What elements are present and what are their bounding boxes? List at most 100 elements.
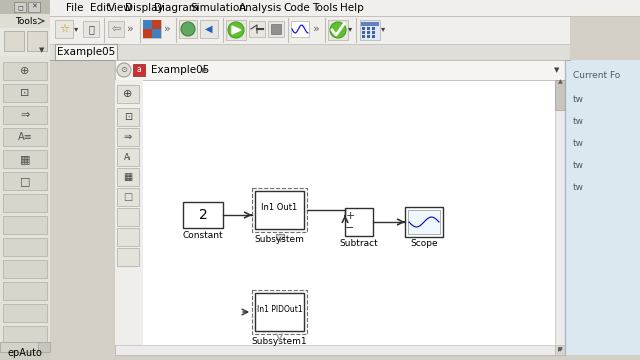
Bar — [152, 20, 161, 29]
Bar — [117, 148, 139, 166]
Bar — [328, 20, 348, 40]
Text: ☆: ☆ — [59, 24, 69, 34]
Bar — [367, 27, 370, 30]
Text: Example05: Example05 — [57, 47, 115, 57]
Bar — [55, 20, 73, 38]
Text: Tools: Tools — [312, 3, 338, 13]
Text: »: » — [312, 24, 319, 34]
Bar — [255, 191, 304, 229]
Text: □: □ — [20, 176, 30, 186]
Bar — [50, 44, 570, 60]
Text: 💾: 💾 — [88, 24, 94, 34]
Bar — [4, 31, 24, 51]
Text: □: □ — [124, 192, 132, 202]
Bar — [372, 31, 375, 34]
Bar — [275, 234, 284, 239]
Bar — [117, 108, 139, 126]
Bar — [3, 282, 47, 300]
Text: Subtract: Subtract — [340, 238, 378, 248]
Bar — [271, 24, 281, 34]
Text: ⊡: ⊡ — [124, 112, 132, 122]
Bar — [55, 44, 117, 60]
Text: Code: Code — [284, 3, 310, 13]
Text: ⊙: ⊙ — [120, 66, 127, 75]
Bar — [0, 342, 40, 352]
Bar — [152, 29, 161, 38]
Text: ▼: ▼ — [554, 67, 560, 73]
Bar — [183, 202, 223, 228]
Text: In1 Out1: In1 Out1 — [261, 202, 298, 211]
Polygon shape — [232, 26, 241, 34]
Bar — [3, 84, 47, 102]
Text: Scope: Scope — [410, 239, 438, 248]
Bar — [345, 208, 373, 236]
Bar — [0, 0, 50, 14]
Text: ⇒: ⇒ — [20, 110, 29, 120]
Bar — [115, 60, 565, 80]
Bar — [200, 20, 218, 38]
Bar — [226, 20, 246, 40]
Text: a: a — [136, 66, 141, 75]
Bar — [3, 260, 47, 278]
Bar — [3, 194, 47, 212]
Circle shape — [117, 63, 131, 77]
Bar — [108, 21, 124, 37]
Bar — [115, 345, 555, 355]
Bar — [360, 20, 380, 40]
Text: ◀: ◀ — [205, 24, 212, 34]
Text: Diagram: Diagram — [154, 3, 198, 13]
Text: ⇦: ⇦ — [111, 24, 121, 34]
Bar — [252, 188, 307, 232]
Text: epAuto: epAuto — [8, 348, 42, 358]
Bar — [117, 208, 139, 226]
Text: Subsystem1: Subsystem1 — [252, 337, 307, 346]
Bar — [362, 35, 365, 38]
Bar — [362, 31, 365, 34]
Circle shape — [228, 22, 244, 38]
Bar — [83, 21, 99, 37]
Bar — [117, 128, 139, 146]
Bar — [3, 106, 47, 124]
Text: »: » — [164, 24, 170, 34]
Bar — [14, 2, 26, 12]
Text: Example05: Example05 — [151, 65, 209, 75]
Bar — [0, 0, 50, 360]
Text: Edit: Edit — [90, 3, 110, 13]
Text: In1 PIDOut1: In1 PIDOut1 — [257, 305, 302, 314]
Text: tw: tw — [573, 95, 584, 104]
Text: −: − — [346, 223, 355, 233]
Bar — [50, 16, 570, 44]
Bar — [27, 31, 47, 51]
Text: Subsystem: Subsystem — [255, 234, 305, 243]
Text: ▶: ▶ — [202, 67, 208, 73]
Bar — [117, 228, 139, 246]
Bar — [405, 207, 443, 237]
Text: ⊕: ⊕ — [20, 66, 29, 76]
Text: Current Fo: Current Fo — [573, 71, 620, 80]
Bar — [117, 168, 139, 186]
Text: 2: 2 — [198, 208, 207, 222]
Text: ✕: ✕ — [31, 4, 37, 10]
Text: ⊕: ⊕ — [124, 89, 132, 99]
Text: ⊡: ⊡ — [20, 88, 29, 98]
Text: Constant: Constant — [182, 230, 223, 239]
Text: tw: tw — [573, 184, 584, 193]
Text: +: + — [346, 211, 355, 221]
Bar — [3, 238, 47, 256]
Circle shape — [181, 22, 195, 36]
Bar — [3, 62, 47, 80]
Text: ⇒: ⇒ — [124, 132, 132, 142]
Bar — [361, 22, 379, 26]
Bar — [117, 248, 139, 266]
Text: ▾: ▾ — [348, 24, 352, 33]
Text: ▦: ▦ — [124, 172, 132, 182]
Bar — [38, 342, 50, 352]
Text: Tools: Tools — [15, 17, 37, 26]
Bar — [0, 14, 50, 28]
Bar — [179, 20, 197, 38]
Bar — [367, 31, 370, 34]
Text: Display: Display — [125, 3, 163, 13]
Text: »: » — [127, 24, 133, 34]
Bar — [255, 293, 304, 331]
Text: Analysis: Analysis — [239, 3, 283, 13]
